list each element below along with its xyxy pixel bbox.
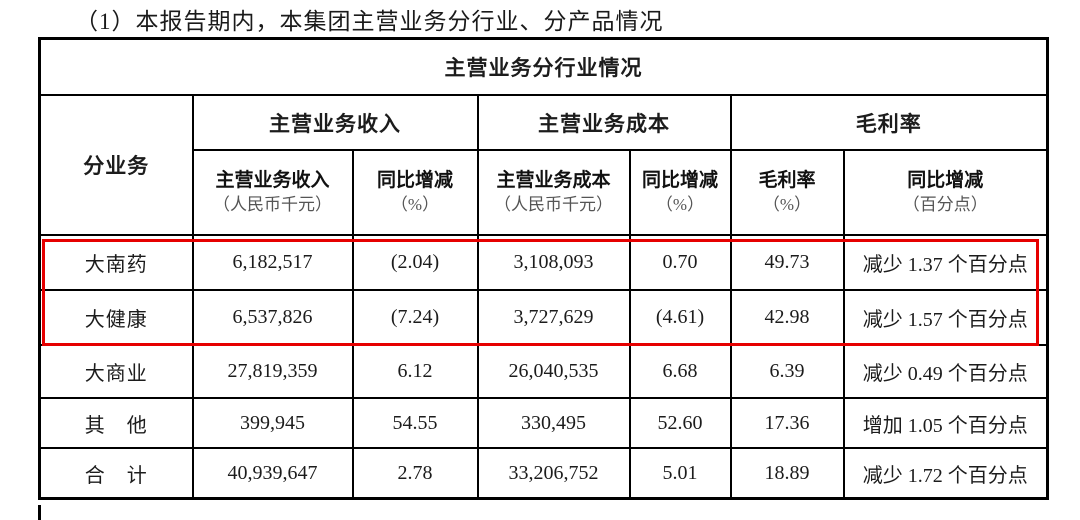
cell-gross-margin: 49.73	[729, 234, 845, 291]
cell-revenue-yoy: 54.55	[351, 397, 479, 449]
table-row-heji-total: 合 计 40,939,647 2.78 33,206,752 5.01 18.8…	[38, 447, 1049, 500]
column-header-business: 分业务	[38, 94, 194, 236]
cell-gross-margin: 6.39	[729, 344, 845, 399]
cell-gross-margin-yoy: 减少 0.49 个百分点	[842, 344, 1049, 399]
cell-revenue: 6,537,826	[191, 289, 354, 346]
cell-cost-yoy: 52.60	[628, 397, 732, 449]
table-row-qita: 其 他 399,945 54.55 330,495 52.60 17.36 增加…	[38, 397, 1049, 449]
table-title-row: 主营业务分行业情况	[38, 37, 1049, 96]
table-left-border-continuation	[38, 505, 41, 520]
sub-header-revenue-yoy-label: 同比增减	[376, 170, 453, 192]
sub-header-revenue-yoy-unit: （%）	[390, 194, 440, 214]
cell-revenue: 399,945	[191, 397, 354, 449]
cell-revenue: 27,819,359	[191, 344, 354, 399]
cell-cost: 33,206,752	[476, 447, 631, 500]
cell-revenue-yoy: 2.78	[351, 447, 479, 500]
cell-revenue-yoy: 6.12	[351, 344, 479, 399]
cell-revenue-yoy: (7.24)	[351, 289, 479, 346]
group-header-revenue: 主营业务收入	[191, 94, 479, 151]
cell-cost: 3,108,093	[476, 234, 631, 291]
sub-header-gross-margin-yoy: 同比增减 （百分点）	[842, 149, 1049, 236]
cell-segment-name: 大商业	[38, 344, 194, 399]
group-header-cost: 主营业务成本	[476, 94, 732, 151]
cell-gross-margin-yoy: 增加 1.05 个百分点	[842, 397, 1049, 449]
sub-header-gross-margin-label: 毛利率	[758, 170, 816, 192]
table-title: 主营业务分行业情况	[38, 37, 1049, 96]
cell-cost-yoy: 0.70	[628, 234, 732, 291]
cell-gross-margin-yoy: 减少 1.57 个百分点	[842, 289, 1049, 346]
cell-cost: 3,727,629	[476, 289, 631, 346]
sub-header-cost-yoy: 同比增减 （%）	[628, 149, 732, 236]
sub-header-cost-unit: （人民币千元）	[494, 194, 613, 214]
sub-header-gross-margin-yoy-unit: （百分点）	[902, 194, 988, 214]
cell-cost-yoy: (4.61)	[628, 289, 732, 346]
cell-revenue: 6,182,517	[191, 234, 354, 291]
cell-cost: 330,495	[476, 397, 631, 449]
sub-header-cost-yoy-unit: （%）	[655, 194, 705, 214]
table-row-danannyao: 大南药 6,182,517 (2.04) 3,108,093 0.70 49.7…	[38, 234, 1049, 291]
table-row-dajiankang: 大健康 6,537,826 (7.24) 3,727,629 (4.61) 42…	[38, 289, 1049, 346]
page-heading: （1）本报告期内，本集团主营业务分行业、分产品情况	[75, 9, 664, 34]
sub-header-cost: 主营业务成本 （人民币千元）	[476, 149, 631, 236]
cell-cost-yoy: 5.01	[628, 447, 732, 500]
cell-gross-margin: 42.98	[729, 289, 845, 346]
sub-header-gross-margin-yoy-label: 同比增减	[907, 170, 984, 192]
sub-header-revenue: 主营业务收入 （人民币千元）	[191, 149, 354, 236]
sub-header-cost-yoy-label: 同比增减	[641, 170, 718, 192]
group-header-row: 分业务 主营业务收入 主营业务成本 毛利率	[38, 94, 1049, 236]
group-header-gross-margin: 毛利率	[729, 94, 1049, 151]
sub-header-gross-margin: 毛利率 （%）	[729, 149, 845, 236]
cell-cost: 26,040,535	[476, 344, 631, 399]
sub-header-gross-margin-unit: （%）	[762, 194, 812, 214]
cell-gross-margin: 18.89	[729, 447, 845, 500]
sub-header-revenue-label: 主营业务收入	[215, 170, 330, 192]
cell-gross-margin-yoy: 减少 1.72 个百分点	[842, 447, 1049, 500]
cell-segment-name: 大健康	[38, 289, 194, 346]
cell-segment-name: 其 他	[38, 397, 194, 449]
table-row-dashangye: 大商业 27,819,359 6.12 26,040,535 6.68 6.39…	[38, 344, 1049, 399]
cell-revenue: 40,939,647	[191, 447, 354, 500]
sub-header-row: 主营业务收入 （人民币千元） 同比增减 （%） 主营业务成本 （人民币千元） 同…	[40, 149, 1049, 236]
cell-gross-margin: 17.36	[729, 397, 845, 449]
cell-gross-margin-yoy: 减少 1.37 个百分点	[842, 234, 1049, 291]
cell-segment-name: 大南药	[38, 234, 194, 291]
sub-header-revenue-yoy: 同比增减 （%）	[351, 149, 479, 236]
cell-revenue-yoy: (2.04)	[351, 234, 479, 291]
cell-cost-yoy: 6.68	[628, 344, 732, 399]
industry-table: 主营业务分行业情况 分业务 主营业务收入 主营业务成本 毛利率 主营业务收入 （…	[38, 37, 1050, 500]
sub-header-cost-label: 主营业务成本	[496, 170, 611, 192]
sub-header-revenue-unit: （人民币千元）	[213, 194, 332, 214]
cell-segment-name: 合 计	[38, 447, 194, 500]
